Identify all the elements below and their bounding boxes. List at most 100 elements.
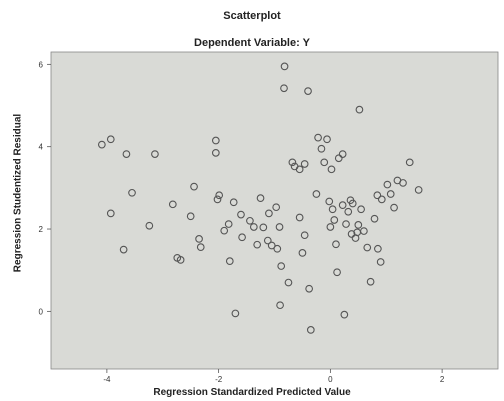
data-point <box>360 227 368 235</box>
data-point <box>195 235 203 243</box>
data-point <box>414 186 423 194</box>
data-point <box>211 149 220 157</box>
data-point <box>229 198 238 207</box>
data-point <box>224 220 233 228</box>
data-point <box>306 326 315 334</box>
data-point <box>211 136 220 145</box>
data-point <box>256 194 265 202</box>
data-point <box>265 209 273 218</box>
data-point <box>128 188 136 197</box>
data-point <box>332 240 340 249</box>
data-point <box>122 150 131 158</box>
data-point <box>390 203 398 212</box>
x-axis-label: Regression Standardized Predicted Value <box>153 387 351 398</box>
data-point <box>328 205 337 214</box>
data-point <box>317 144 326 153</box>
data-point <box>220 226 229 235</box>
data-point <box>305 284 313 293</box>
data-point <box>338 150 347 158</box>
y-tick-label: 0 <box>39 307 44 316</box>
data-point <box>334 154 343 163</box>
x-tick-label: -2 <box>215 375 223 384</box>
data-point <box>231 309 240 318</box>
data-point <box>168 200 177 209</box>
data-points <box>97 62 423 334</box>
data-point <box>357 205 365 214</box>
data-point <box>151 150 159 158</box>
chart-title: Scatterplot <box>223 10 281 22</box>
data-point <box>405 158 414 167</box>
data-point <box>249 223 258 231</box>
data-point <box>354 221 363 229</box>
data-point <box>215 191 224 200</box>
data-point <box>399 179 407 187</box>
data-point <box>325 197 334 206</box>
data-point <box>374 244 382 253</box>
data-point <box>300 160 309 168</box>
data-point <box>377 195 386 204</box>
data-point <box>326 223 335 231</box>
data-point <box>320 158 329 167</box>
data-point <box>383 180 392 189</box>
x-tick-label: -4 <box>103 375 111 384</box>
data-point <box>267 241 276 250</box>
data-point <box>186 212 195 221</box>
data-point <box>288 158 297 167</box>
data-point <box>370 214 379 223</box>
data-point <box>237 210 245 219</box>
data-point <box>298 249 307 257</box>
y-axis-label: Regression Studentized Residual <box>12 113 24 273</box>
x-tick-label: 0 <box>328 375 333 384</box>
y-tick-label: 2 <box>39 225 44 234</box>
data-point <box>300 231 309 240</box>
data-point <box>314 133 322 142</box>
chart-subtitle: Dependent Variable: Y <box>194 37 310 49</box>
data-point <box>373 191 382 200</box>
data-point <box>106 209 115 218</box>
data-point <box>327 165 336 174</box>
data-point <box>280 62 289 71</box>
data-point <box>263 236 272 245</box>
x-tick-label: 2 <box>440 375 445 384</box>
data-point <box>190 182 198 191</box>
data-point <box>238 233 246 242</box>
data-point <box>280 84 288 93</box>
data-point <box>276 301 284 310</box>
data-point <box>348 199 357 208</box>
data-point <box>344 207 353 216</box>
data-point <box>366 277 375 286</box>
data-point <box>196 243 205 251</box>
data-point <box>97 140 106 149</box>
data-point <box>338 201 347 209</box>
data-point <box>330 216 339 224</box>
data-point <box>213 195 222 204</box>
data-point <box>312 190 321 198</box>
data-point <box>272 203 281 212</box>
axis-ticks: -4 -2 0 2 0 2 4 6 <box>39 60 445 384</box>
data-point <box>253 240 262 249</box>
data-point <box>323 135 331 144</box>
data-point <box>277 262 286 270</box>
data-point <box>304 87 312 95</box>
y-tick-label: 4 <box>39 143 44 152</box>
data-point <box>119 245 128 254</box>
data-point <box>284 278 293 287</box>
data-point <box>386 190 395 198</box>
data-point <box>333 268 341 277</box>
data-point <box>273 244 282 253</box>
data-point <box>363 243 372 252</box>
data-point <box>342 220 350 228</box>
data-point <box>355 105 364 114</box>
data-point <box>275 223 284 231</box>
data-point <box>295 165 304 174</box>
data-point <box>340 310 349 319</box>
data-point <box>295 213 304 222</box>
data-point <box>246 216 254 225</box>
y-tick-label: 6 <box>39 60 44 69</box>
data-point <box>225 257 234 265</box>
data-point <box>145 221 154 230</box>
data-point <box>259 223 268 232</box>
data-point <box>176 256 185 264</box>
data-point <box>106 135 115 144</box>
